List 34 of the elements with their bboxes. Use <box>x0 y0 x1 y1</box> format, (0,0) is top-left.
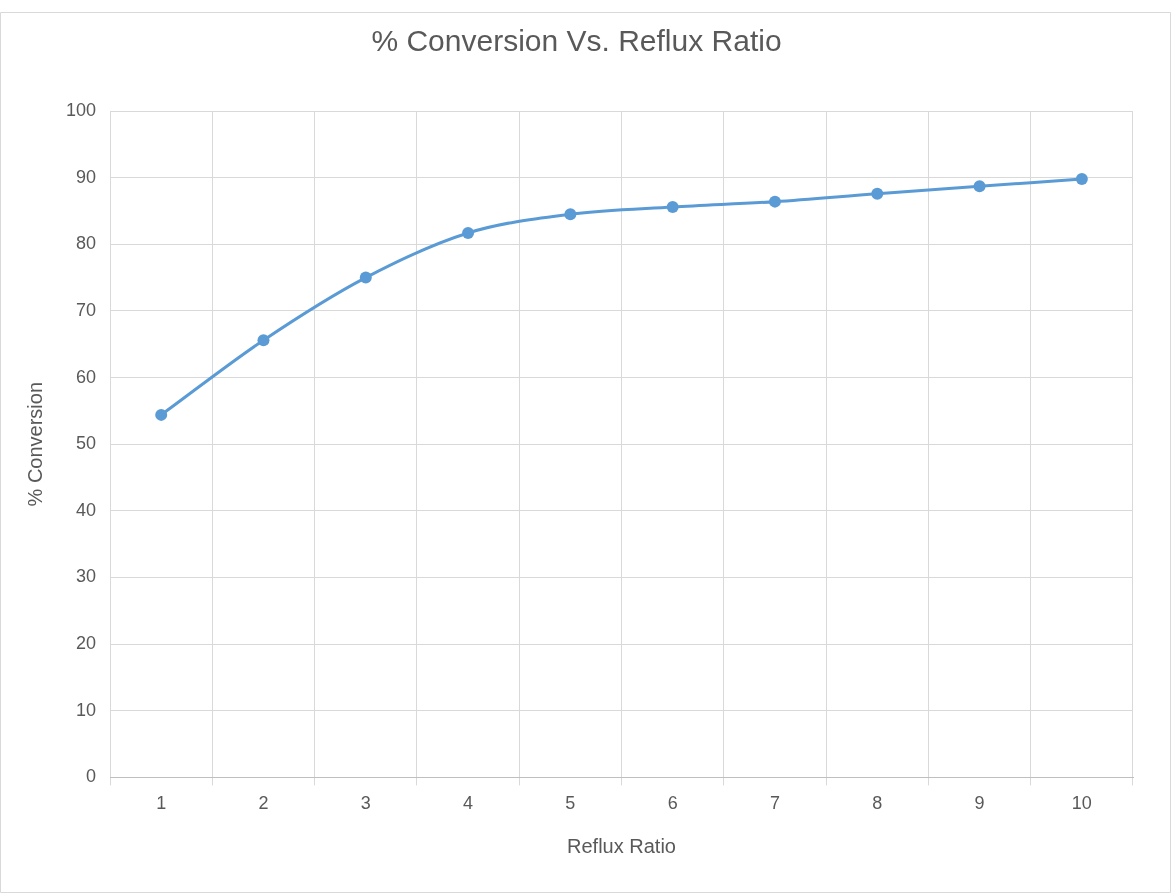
point <box>564 208 577 221</box>
x-tick-label: 9 <box>974 793 985 814</box>
point <box>871 187 884 200</box>
x-axis-title: Reflux Ratio <box>567 834 676 857</box>
point <box>462 226 475 239</box>
chart-title: % Conversion Vs. Reflux Ratio <box>371 24 782 58</box>
y-tick-label: 100 <box>65 99 97 120</box>
x-tick-label: 10 <box>1071 793 1092 814</box>
point <box>1075 172 1088 185</box>
y-tick-label: 30 <box>76 566 97 587</box>
y-axis-title: % Conversion <box>23 381 46 507</box>
y-tick-label: 50 <box>76 433 97 454</box>
x-tick-label: 6 <box>667 793 678 814</box>
point <box>666 200 679 213</box>
point <box>768 195 781 208</box>
x-tick-label: 7 <box>769 793 780 814</box>
point <box>155 408 168 421</box>
x-tick-label: 1 <box>156 793 167 814</box>
y-tick-label: 20 <box>76 633 97 654</box>
x-tick-label: 4 <box>463 793 474 814</box>
x-tick-label: 8 <box>872 793 883 814</box>
point <box>257 334 270 347</box>
y-tick-label: 0 <box>86 766 97 787</box>
x-tick-label: 2 <box>258 793 269 814</box>
y-tick-label: 70 <box>76 299 97 320</box>
y-tick-label: 40 <box>76 499 97 520</box>
y-tick-label: 10 <box>76 699 97 720</box>
x-tick-label: 3 <box>360 793 371 814</box>
y-tick-label: 80 <box>76 233 97 254</box>
x-tick-label: 5 <box>565 793 576 814</box>
y-tick-label: 60 <box>76 366 97 387</box>
point <box>359 271 372 284</box>
y-tick-label: 90 <box>76 166 97 187</box>
point <box>973 180 986 193</box>
